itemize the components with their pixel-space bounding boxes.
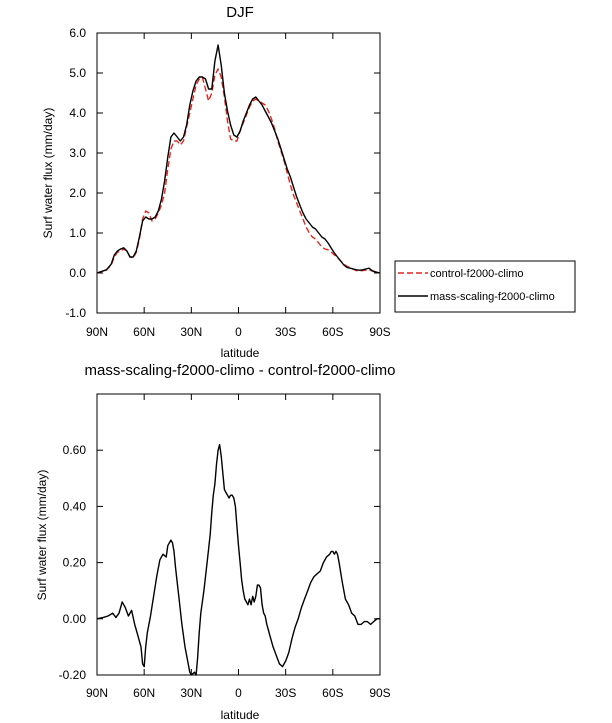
x-axis-title: latitude	[221, 346, 260, 360]
y-tick-label: 1.0	[69, 226, 86, 240]
chart-difference: mass-scaling-f2000-climo - control-f2000…	[35, 362, 395, 722]
x-tick-label: 30N	[180, 325, 202, 339]
chart-title: DJF	[226, 4, 254, 21]
x-tick-label: 90N	[86, 325, 108, 339]
x-tick-label: 30S	[275, 325, 296, 339]
y-tick-label: 5.0	[69, 66, 86, 80]
y-tick-label: 4.0	[69, 106, 86, 120]
y-tick-label: 0.00	[63, 612, 87, 626]
legend-label-control: control-f2000-climo	[430, 268, 524, 280]
legend-box	[394, 260, 576, 313]
series-line-difference	[96, 443, 380, 676]
x-tick-label: 90S	[369, 325, 390, 339]
x-tick-label: 30S	[275, 686, 296, 700]
legend: control-f2000-climo mass-scaling-f2000-c…	[394, 260, 576, 313]
x-tick-label: 90N	[86, 686, 108, 700]
plot-frame	[96, 393, 381, 676]
y-tick-label: 0.40	[63, 499, 87, 513]
y-axis-title: Surf water flux (mm/day)	[41, 108, 55, 239]
x-tick-label: 0	[235, 686, 242, 700]
y-tick-label: -1.0	[65, 306, 86, 320]
plot-frame	[96, 32, 381, 314]
chart-marks: 90N 60N 30N 0 30S 60S 90S -0.20 0.00 0.20 0.40 0.60	[59, 393, 391, 700]
y-tick-label: 0.60	[63, 443, 87, 457]
x-tick-label: 0	[235, 325, 242, 339]
chart-marks: 90N 60N 30N 0 30S 60S 90S -1.0 0.0 1.0 2.0 3.0 4.0 5.…	[65, 26, 390, 339]
x-tick-label: 60S	[322, 686, 343, 700]
x-tick-label: 90S	[369, 686, 390, 700]
y-tick-label: 6.0	[69, 26, 86, 40]
legend-label-mass-scaling: mass-scaling-f2000-climo	[430, 291, 555, 303]
chart-djf: DJF 90N 60N 30N 0 30S 60S 90S -1.0 0.0 1.0 2.0 3.0 4…	[41, 4, 391, 360]
x-tick-label: 60S	[322, 325, 343, 339]
x-axis-title: latitude	[221, 708, 260, 722]
x-tick-label: 60N	[133, 686, 155, 700]
series-line-mass-scaling-f2000-climo	[96, 44, 381, 274]
y-tick-label: 0.20	[63, 556, 87, 570]
y-tick-label: 0.0	[69, 266, 86, 280]
chart-title: mass-scaling-f2000-climo - control-f2000…	[85, 362, 396, 379]
y-axis-title: Surf water flux (mm/day)	[35, 470, 49, 601]
y-tick-label: -0.20	[59, 668, 87, 682]
y-tick-label: 3.0	[69, 146, 86, 160]
y-tick-label: 2.0	[69, 186, 86, 200]
series-line-control-f2000-climo	[96, 68, 381, 274]
x-tick-label: 60N	[133, 325, 155, 339]
x-tick-label: 30N	[180, 686, 202, 700]
